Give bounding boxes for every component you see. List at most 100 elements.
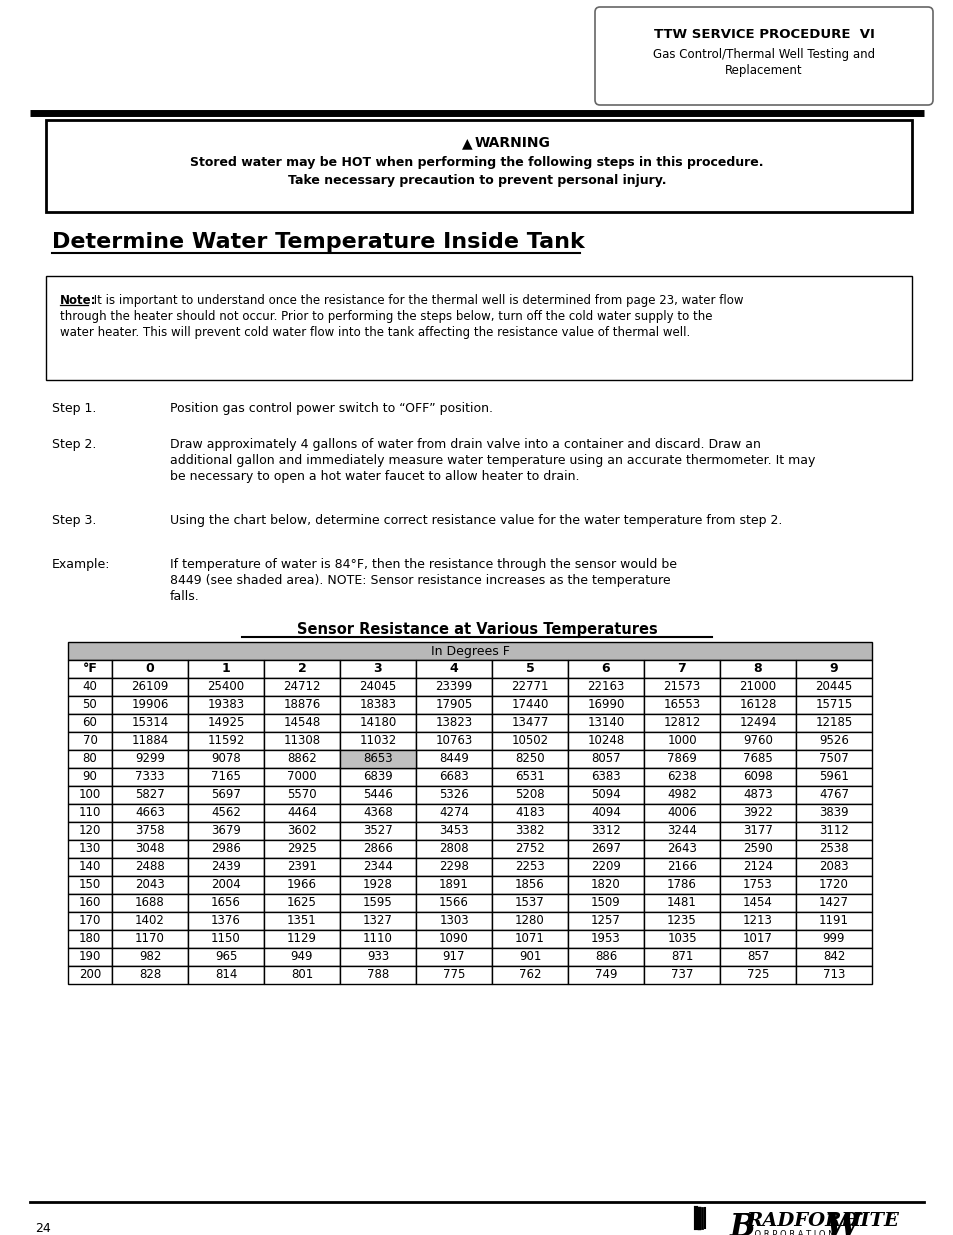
Text: Stored water may be HOT when performing the following steps in this procedure.: Stored water may be HOT when performing … xyxy=(190,156,763,169)
Bar xyxy=(643,732,720,750)
Bar xyxy=(720,785,795,804)
Text: 2538: 2538 xyxy=(819,842,848,856)
Text: Take necessary precaution to prevent personal injury.: Take necessary precaution to prevent per… xyxy=(288,174,665,186)
Bar xyxy=(68,714,112,732)
Text: 20445: 20445 xyxy=(815,680,852,694)
Bar xyxy=(795,678,871,697)
Text: 11592: 11592 xyxy=(207,735,244,747)
Bar xyxy=(188,911,264,930)
Bar xyxy=(264,930,339,948)
Text: 2752: 2752 xyxy=(515,842,544,856)
Bar xyxy=(567,659,643,678)
Bar xyxy=(264,750,339,768)
Bar xyxy=(264,678,339,697)
Bar xyxy=(492,659,567,678)
Text: 4183: 4183 xyxy=(515,806,544,820)
Bar xyxy=(68,930,112,948)
Text: 5446: 5446 xyxy=(363,788,393,802)
Text: 2004: 2004 xyxy=(211,878,240,892)
Bar xyxy=(339,659,416,678)
Text: 3679: 3679 xyxy=(211,825,241,837)
Text: 788: 788 xyxy=(367,968,389,982)
Text: 50: 50 xyxy=(83,699,97,711)
Bar xyxy=(339,948,416,966)
Bar xyxy=(643,750,720,768)
Text: 775: 775 xyxy=(442,968,465,982)
Bar xyxy=(492,858,567,876)
Text: 2590: 2590 xyxy=(742,842,772,856)
Text: 14180: 14180 xyxy=(359,716,396,730)
Text: 6683: 6683 xyxy=(438,771,468,783)
Text: 7507: 7507 xyxy=(819,752,848,766)
Bar xyxy=(720,823,795,840)
Text: 5208: 5208 xyxy=(515,788,544,802)
Bar xyxy=(795,876,871,894)
Text: 1: 1 xyxy=(221,662,230,676)
Bar xyxy=(720,894,795,911)
Bar xyxy=(416,930,492,948)
Text: 828: 828 xyxy=(139,968,161,982)
Bar xyxy=(567,697,643,714)
Text: 6238: 6238 xyxy=(666,771,696,783)
Bar xyxy=(720,858,795,876)
Bar xyxy=(68,966,112,984)
Bar xyxy=(339,966,416,984)
Text: water heater. This will prevent cold water flow into the tank affecting the resi: water heater. This will prevent cold wat… xyxy=(60,326,690,338)
Bar xyxy=(112,876,188,894)
Text: 6531: 6531 xyxy=(515,771,544,783)
Text: 150: 150 xyxy=(79,878,101,892)
Text: 1656: 1656 xyxy=(211,897,241,909)
Text: 16990: 16990 xyxy=(587,699,624,711)
Text: Step 2.: Step 2. xyxy=(52,438,96,451)
Text: Draw approximately 4 gallons of water from drain valve into a container and disc: Draw approximately 4 gallons of water fr… xyxy=(170,438,760,451)
Bar xyxy=(643,785,720,804)
Bar xyxy=(112,659,188,678)
Text: 1966: 1966 xyxy=(287,878,316,892)
Bar xyxy=(567,911,643,930)
Text: 3177: 3177 xyxy=(742,825,772,837)
Text: 0: 0 xyxy=(146,662,154,676)
Text: 1454: 1454 xyxy=(742,897,772,909)
Text: 982: 982 xyxy=(139,951,161,963)
Bar xyxy=(795,858,871,876)
Bar xyxy=(188,697,264,714)
Bar xyxy=(492,804,567,823)
Text: It is important to understand once the resistance for the thermal well is determ: It is important to understand once the r… xyxy=(90,294,742,308)
Text: 1786: 1786 xyxy=(666,878,697,892)
Bar xyxy=(112,858,188,876)
Text: 3244: 3244 xyxy=(666,825,697,837)
Bar xyxy=(339,714,416,732)
Bar xyxy=(795,659,871,678)
Bar xyxy=(795,948,871,966)
Bar xyxy=(492,840,567,858)
Bar xyxy=(68,804,112,823)
Text: 2439: 2439 xyxy=(211,861,241,873)
Text: 70: 70 xyxy=(83,735,97,747)
Bar xyxy=(643,823,720,840)
Text: 12494: 12494 xyxy=(739,716,776,730)
Text: 4873: 4873 xyxy=(742,788,772,802)
Text: 1537: 1537 xyxy=(515,897,544,909)
Text: 2: 2 xyxy=(297,662,306,676)
Text: 4562: 4562 xyxy=(211,806,241,820)
Text: 14925: 14925 xyxy=(207,716,244,730)
Bar xyxy=(795,930,871,948)
Bar xyxy=(643,678,720,697)
Text: 3602: 3602 xyxy=(287,825,316,837)
Text: 713: 713 xyxy=(821,968,844,982)
Text: Replacement: Replacement xyxy=(724,64,802,77)
Bar xyxy=(492,697,567,714)
Text: 1213: 1213 xyxy=(742,914,772,927)
Bar xyxy=(416,840,492,858)
Bar xyxy=(492,768,567,785)
Text: Sensor Resistance at Various Temperatures: Sensor Resistance at Various Temperature… xyxy=(296,622,657,637)
Text: 12812: 12812 xyxy=(662,716,700,730)
Text: ▲: ▲ xyxy=(462,136,473,149)
Text: 13823: 13823 xyxy=(435,716,472,730)
Bar xyxy=(416,732,492,750)
Text: 814: 814 xyxy=(214,968,237,982)
Text: 190: 190 xyxy=(79,951,101,963)
Text: 24045: 24045 xyxy=(359,680,396,694)
Bar xyxy=(112,930,188,948)
Text: 737: 737 xyxy=(670,968,693,982)
